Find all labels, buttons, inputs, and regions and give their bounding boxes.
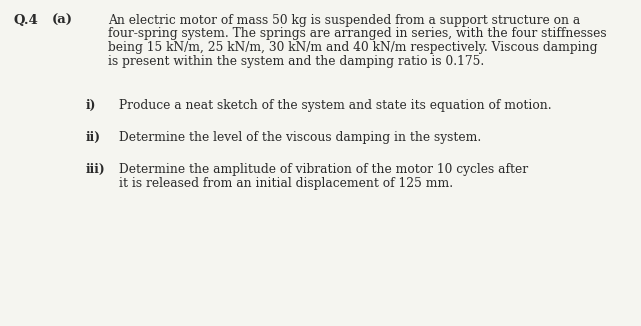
Text: four-spring system. The springs are arranged in series, with the four stiffnesse: four-spring system. The springs are arra… bbox=[108, 27, 606, 40]
Text: i): i) bbox=[86, 99, 96, 112]
Text: Q.4: Q.4 bbox=[14, 14, 39, 27]
Text: it is released from an initial displacement of 125 mm.: it is released from an initial displacem… bbox=[119, 176, 453, 189]
Text: An electric motor of mass 50 kg is suspended from a support structure on a: An electric motor of mass 50 kg is suspe… bbox=[108, 14, 580, 27]
Text: is present within the system and the damping ratio is 0.175.: is present within the system and the dam… bbox=[108, 54, 484, 67]
Text: Determine the level of the viscous damping in the system.: Determine the level of the viscous dampi… bbox=[119, 131, 481, 144]
Text: (a): (a) bbox=[52, 14, 73, 27]
Text: ii): ii) bbox=[86, 131, 101, 144]
Text: Determine the amplitude of vibration of the motor 10 cycles after: Determine the amplitude of vibration of … bbox=[119, 163, 528, 176]
Text: Produce a neat sketch of the system and state its equation of motion.: Produce a neat sketch of the system and … bbox=[119, 99, 552, 112]
Text: being 15 kN/m, 25 kN/m, 30 kN/m and 40 kN/m respectively. Viscous damping: being 15 kN/m, 25 kN/m, 30 kN/m and 40 k… bbox=[108, 41, 597, 54]
Text: iii): iii) bbox=[86, 163, 106, 176]
